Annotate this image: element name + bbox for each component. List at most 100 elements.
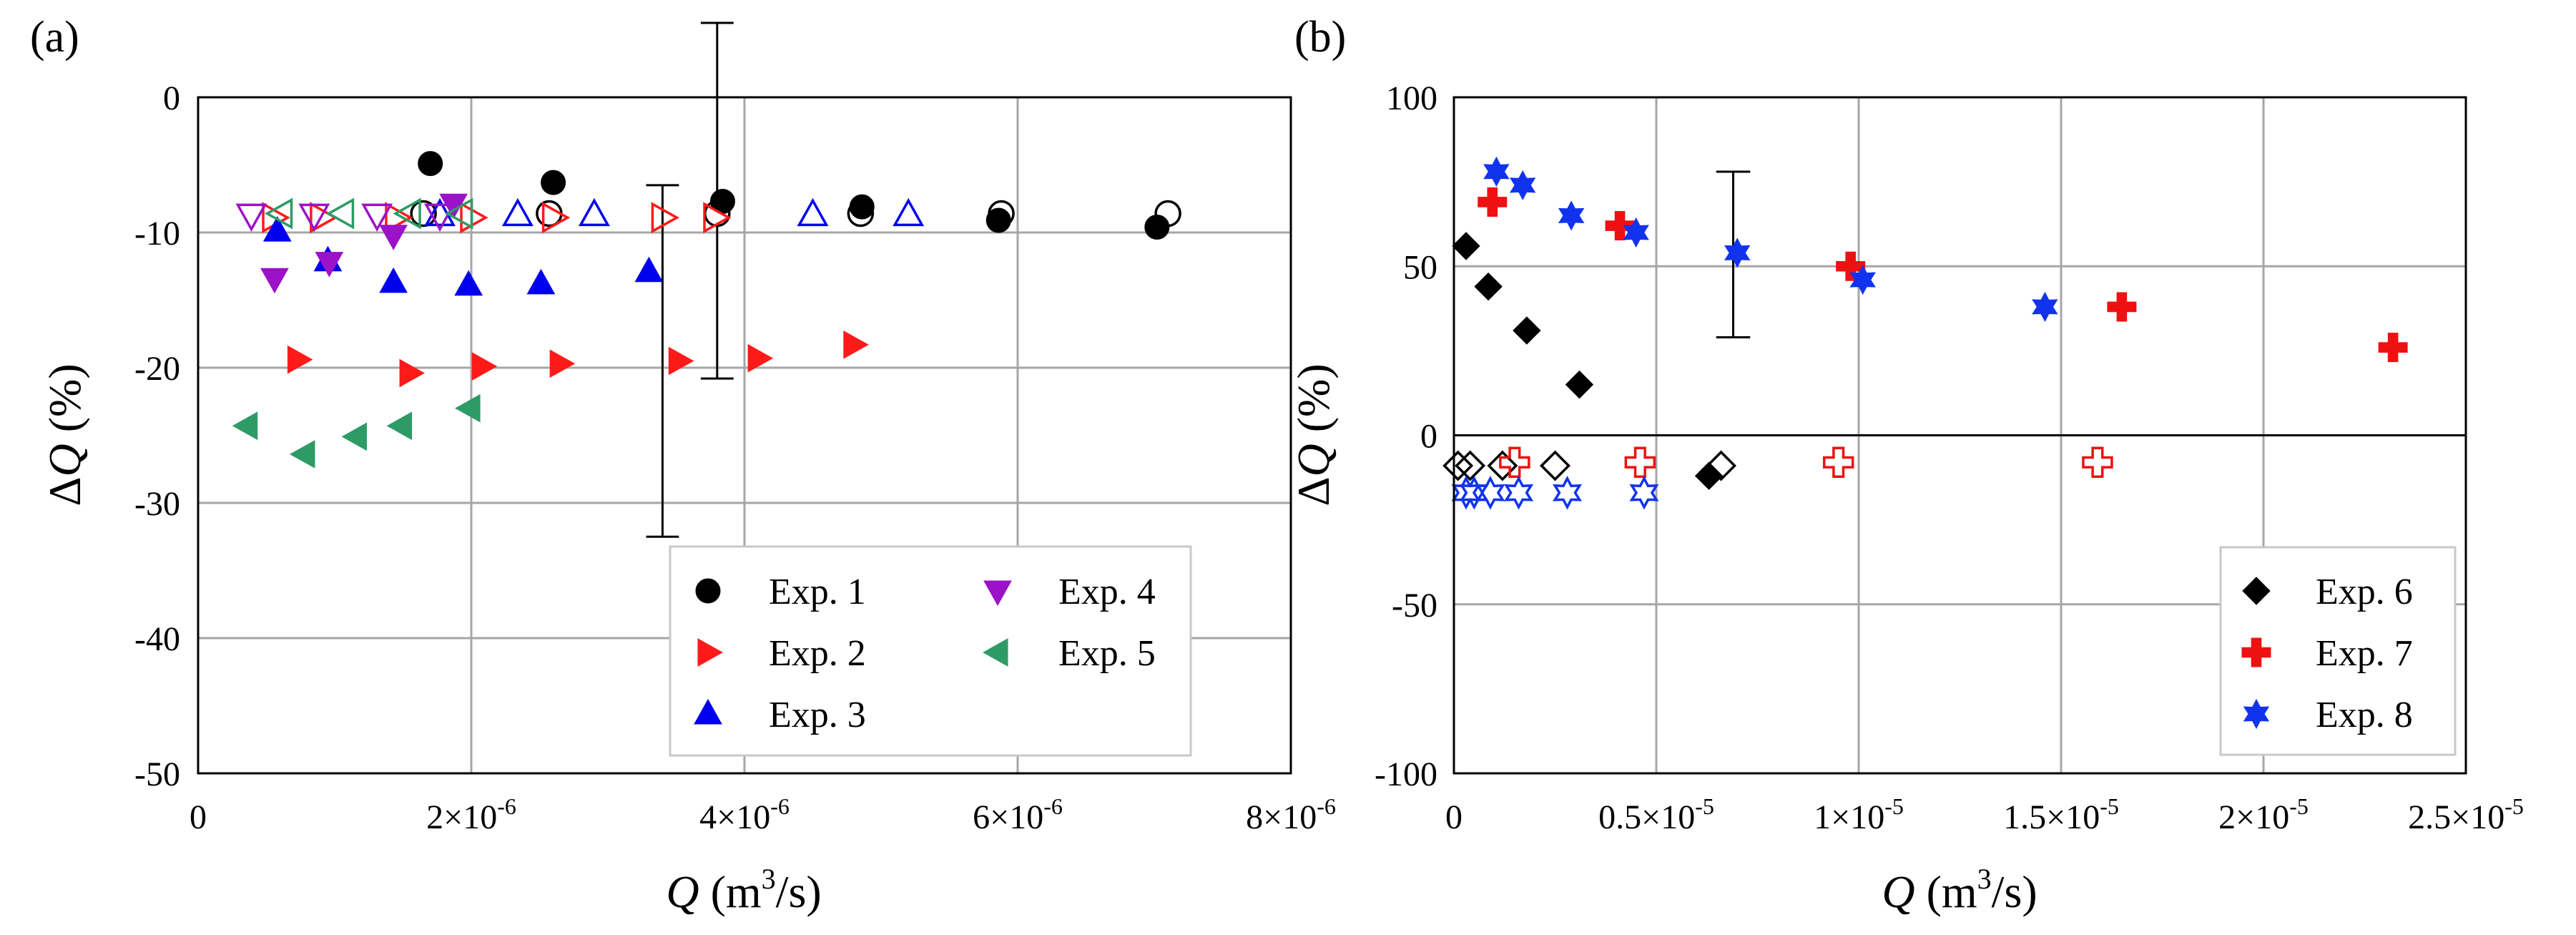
b-s3-open-point-5 (1629, 476, 1659, 510)
panel-a-xlabel-tail: /s) (776, 866, 822, 917)
a-s4-point-0 (260, 268, 289, 294)
a-s5-open-point-3 (445, 197, 473, 230)
b-x-tick-2: 1×10-5 (1814, 793, 1904, 836)
panel-a-y-tick-labels: 0 -10 -20 -30 -40 -50 (134, 79, 180, 793)
a-s3-point-0 (262, 216, 292, 242)
a-legend-label-5: Exp. 5 (1058, 633, 1156, 674)
b-x-tick-4: 2×10-5 (2218, 793, 2309, 836)
b-s1-open-point-3 (1540, 450, 1570, 481)
b-legend-label-1: Exp. 6 (2316, 572, 2413, 612)
b-legend-marker-2 (2241, 637, 2271, 667)
b-y-tick-3: -50 (1392, 587, 1437, 625)
panel-b-ylabel-delta: Δ (1288, 477, 1339, 506)
a-x-tick-1: 2×10-6 (426, 793, 516, 836)
panel-a-frame (197, 96, 1292, 775)
b-s3-point-3 (1623, 217, 1649, 248)
a-s2-open-point-5 (651, 202, 679, 234)
b-s2-point-3 (2107, 292, 2137, 322)
panel-a-x-tick-labels: 0 2×10-6 4×10-6 6×10-6 8×10-6 (190, 793, 1336, 836)
a-s2-open-point-6 (703, 202, 732, 234)
a-s5-open-point-1 (325, 197, 355, 230)
panel-b-legend: Exp. 6 Exp. 7 Exp. 8 (2219, 546, 2457, 756)
a-legend-label-3: Exp. 3 (769, 695, 866, 735)
b-x-tick-1: 0.5×10-5 (1598, 793, 1714, 836)
panel-a-label: (a) (30, 13, 79, 62)
a-error-bar-1 (646, 184, 679, 538)
panel-b-data-points (1442, 156, 2408, 510)
b-x-tick-5: 2.5×10-5 (2408, 793, 2524, 836)
b-s1-point-3 (1565, 370, 1594, 399)
a-s2-point-6 (843, 331, 869, 359)
panel-a-legend: Exp. 1 Exp. 2 Exp. 3 Exp. 4 Exp. 5 (669, 545, 1192, 757)
a-series-4 (235, 193, 468, 294)
a-y-tick-1: -10 (134, 215, 180, 253)
b-series-2 (1478, 187, 2408, 479)
a-s2-open-point-4 (541, 202, 571, 234)
a-s2-point-4 (668, 346, 694, 376)
a-s3-point-2 (379, 267, 408, 293)
b-s3-point-4 (1724, 238, 1751, 268)
a-s4-point-2 (379, 225, 408, 250)
a-s3-point-5 (634, 256, 664, 283)
panel-a-xlabel-exp: 3 (762, 863, 776, 895)
a-series-2 (262, 202, 869, 388)
a-legend-marker-4 (983, 580, 1012, 607)
a-s4-open-point-3 (424, 203, 456, 232)
panel-b-frame (1452, 96, 2467, 775)
b-y-tick-4: -100 (1375, 755, 1437, 793)
a-s1-point-4 (985, 207, 1011, 233)
b-s1-point-4 (1694, 461, 1724, 490)
b-s1-point-0 (1452, 232, 1480, 260)
a-legend-label-4: Exp. 4 (1058, 572, 1156, 612)
a-y-tick-0: 0 (163, 79, 180, 117)
b-s1-point-1 (1474, 272, 1503, 301)
a-series-3 (262, 197, 925, 296)
b-x-tick-3: 1.5×10-5 (2003, 793, 2119, 836)
b-s1-open-point-1 (1455, 450, 1486, 481)
b-s3-point-0 (1483, 156, 1510, 187)
a-legend-label-1: Exp. 1 (769, 572, 866, 612)
panel-a-ylabel-tail: (%) (39, 363, 90, 444)
a-s3-open-point-4 (893, 197, 925, 227)
b-x-tick-0: 0 (1445, 798, 1462, 836)
a-s4-open-point-2 (361, 203, 393, 232)
a-s5-point-1 (289, 440, 315, 469)
b-s3-open-point-4 (1552, 476, 1583, 510)
b-s3-open-point-3 (1503, 476, 1534, 510)
a-s2-point-2 (471, 352, 498, 381)
panel-a-xlabel-symbol: Q (666, 866, 699, 917)
b-s3-point-5 (1849, 265, 1876, 295)
a-s2-point-0 (287, 345, 313, 374)
panel-b-xlabel-symbol: Q (1882, 866, 1914, 917)
b-legend-label-2: Exp. 7 (2316, 633, 2413, 674)
panel-a-ylabel-symbol: Q (39, 444, 90, 476)
a-s5-point-0 (232, 411, 258, 441)
a-s3-point-3 (454, 270, 483, 296)
a-legend-marker-1 (695, 578, 721, 604)
b-legend-marker-3 (2243, 698, 2270, 730)
a-x-tick-2: 4×10-6 (699, 793, 790, 836)
b-s3-point-6 (2032, 291, 2058, 322)
a-s2-point-3 (549, 349, 576, 378)
b-s2-open-point-2 (1822, 446, 1854, 479)
panel-b-label: (b) (1294, 13, 1346, 62)
panel-b-x-tick-labels: 0 0.5×10-5 1×10-5 1.5×10-5 2×10-5 2.5×10-5 (1445, 793, 2524, 836)
b-s1-open-point-2 (1487, 450, 1518, 481)
panel-a: (a) 0 2×10-6 4×10-6 6×10-6 8×10-6 0 -10 -20 -30… (30, 13, 1336, 917)
a-legend-label-2: Exp. 2 (769, 633, 866, 674)
panel-b-xlabel-exp: 3 (1977, 863, 1992, 895)
b-series-3 (1451, 156, 2058, 510)
b-s1-point-2 (1513, 316, 1541, 345)
b-s1-open-point-0 (1442, 450, 1474, 481)
panel-a-legend-box (669, 545, 1192, 757)
b-s2-point-4 (2378, 333, 2408, 363)
a-s5-point-2 (341, 422, 368, 451)
panel-b-x-axis-label: Q (m3/s) (1882, 863, 2037, 917)
panel-b-y-tick-labels: 100 50 0 -50 -100 (1375, 79, 1437, 793)
a-s5-open-point-0 (264, 197, 293, 230)
panel-a-xlabel-unit: (m (699, 866, 762, 917)
a-s4-open-point-1 (298, 203, 330, 232)
a-s1-point-0 (418, 151, 443, 177)
a-s3-point-4 (526, 268, 556, 295)
